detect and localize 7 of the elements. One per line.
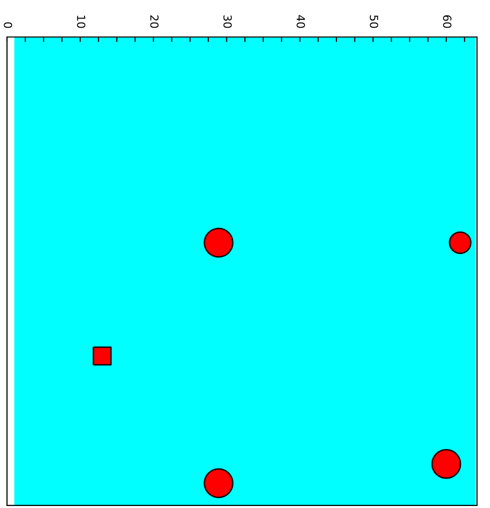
x-tick-label: 60 [443, 15, 452, 28]
x-tick-label: 40 [296, 15, 306, 28]
x-tick-label: 20 [150, 15, 159, 28]
x-tick-label: 10 [76, 16, 86, 28]
x-tick-label: 30 [223, 15, 232, 28]
x-tick-label: 50 [370, 15, 378, 28]
x-tick-label: 0 [4, 22, 12, 28]
